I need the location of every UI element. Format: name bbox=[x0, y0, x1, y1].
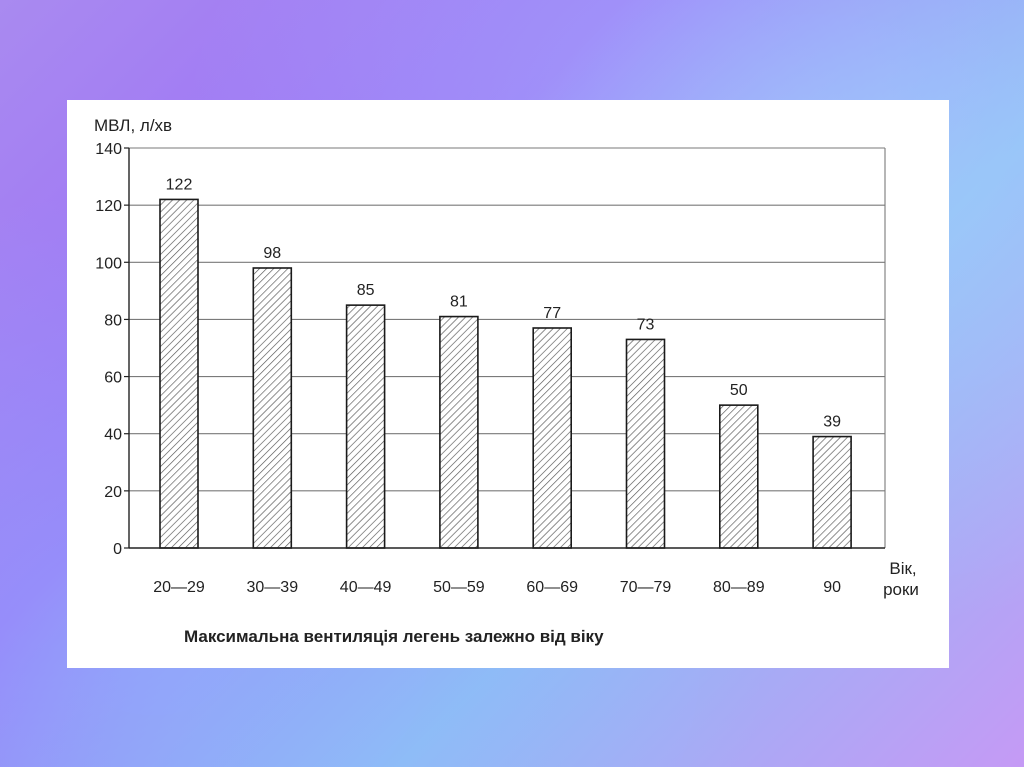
grid-lines bbox=[129, 147, 886, 548]
y-tick-label: 100 bbox=[95, 255, 122, 272]
y-tick-label: 80 bbox=[104, 312, 122, 329]
y-tick-label: 120 bbox=[95, 198, 122, 215]
y-tick-label: 140 bbox=[95, 141, 122, 158]
x-tick-label: 20—29 bbox=[153, 579, 205, 596]
data-labels: 122 98 85 81 77 73 50 39 bbox=[166, 176, 841, 430]
bar bbox=[532, 327, 573, 549]
x-tick-label: 30—39 bbox=[247, 579, 299, 596]
y-axis-label: МВЛ, л/хв bbox=[94, 116, 172, 135]
x-tick-label: 70—79 bbox=[620, 579, 672, 596]
bar bbox=[439, 315, 479, 549]
bar-value-label: 81 bbox=[450, 294, 468, 311]
bar bbox=[252, 267, 293, 549]
x-tick-label: 40—49 bbox=[340, 579, 392, 596]
bar-value-label: 73 bbox=[637, 316, 655, 333]
chart-panel: 0 20 40 60 80 100 120 140 20—29 30—39 40—49 50—59 6… bbox=[67, 100, 949, 668]
bar-value-label: 50 bbox=[730, 382, 748, 399]
bar bbox=[718, 404, 759, 549]
x-axis-label-line1: Вік, bbox=[889, 559, 916, 578]
y-tick-label: 20 bbox=[104, 484, 122, 501]
bar bbox=[159, 198, 199, 549]
chart-title: Максимальна вентиляція легень залежно ві… bbox=[184, 627, 604, 646]
bar-value-label: 122 bbox=[166, 176, 193, 193]
y-tick-label: 60 bbox=[104, 370, 122, 387]
x-tick-label: 90 bbox=[823, 579, 841, 596]
axes bbox=[124, 147, 885, 549]
x-tick-label: 80—89 bbox=[713, 579, 765, 596]
x-tick-labels: 20—29 30—39 40—49 50—59 60—69 70—79 80—89 90 bbox=[153, 579, 841, 596]
bar-value-label: 98 bbox=[263, 245, 281, 262]
bar-chart: 0 20 40 60 80 100 120 140 20—29 30—39 40—49 50—59 6… bbox=[94, 116, 919, 646]
x-axis-label-line2: роки bbox=[883, 580, 919, 599]
bar-value-label: 39 bbox=[823, 414, 841, 431]
bar bbox=[345, 304, 386, 549]
x-tick-label: 50—59 bbox=[433, 579, 485, 596]
bar bbox=[625, 338, 666, 549]
y-tick-label: 0 bbox=[113, 541, 122, 558]
y-tick-label: 40 bbox=[104, 427, 122, 444]
x-tick-label: 60—69 bbox=[526, 579, 578, 596]
bar-value-label: 85 bbox=[357, 282, 375, 299]
y-tick-labels: 0 20 40 60 80 100 120 140 bbox=[95, 141, 122, 558]
bar bbox=[812, 435, 852, 549]
bar-value-label: 77 bbox=[543, 305, 561, 322]
bars bbox=[159, 198, 852, 549]
